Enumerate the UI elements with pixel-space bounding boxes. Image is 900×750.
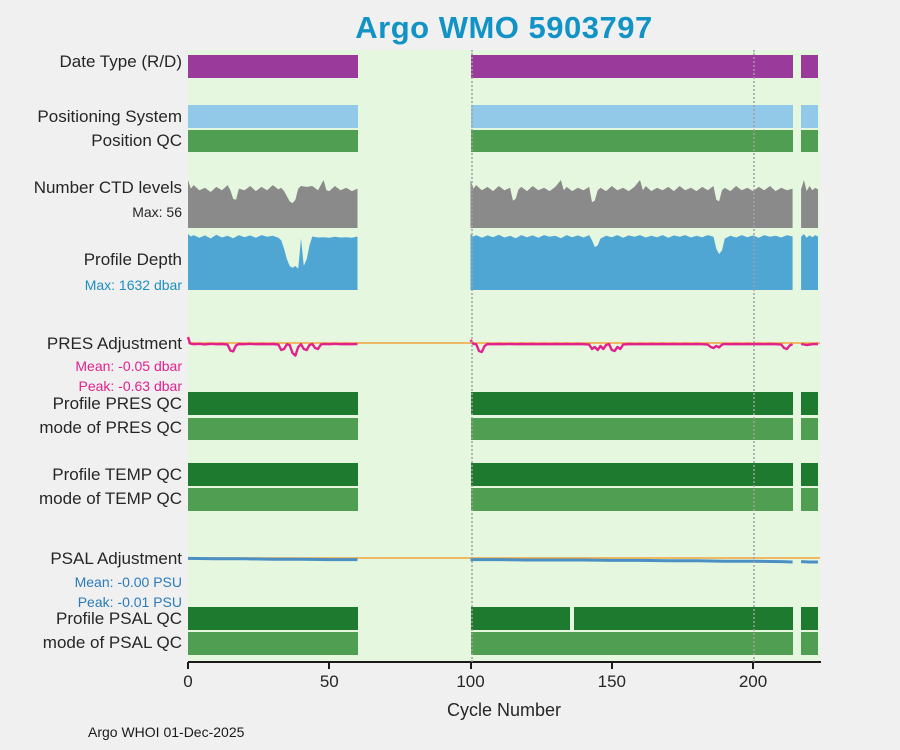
- row-psal-adjustment: [187, 538, 820, 578]
- strip-segment: [188, 488, 358, 511]
- label-positioning-system: Positioning System: [37, 107, 182, 126]
- strip-segment: [801, 392, 819, 415]
- bar-series: [188, 234, 818, 290]
- chart-title: Argo WMO 5903797: [355, 10, 653, 45]
- strip-segment: [801, 55, 819, 78]
- strip-segment: [188, 632, 358, 655]
- label-profile-psal-qc: Profile PSAL QC: [56, 609, 182, 628]
- footer-attribution: Argo WHOI 01-Dec-2025: [88, 724, 245, 740]
- row-ctd-levels: [188, 180, 820, 228]
- x-tick-mark: [752, 662, 754, 669]
- label-pres-mean: Mean: -0.05 dbar: [75, 358, 182, 374]
- row-date-type: [188, 55, 820, 78]
- strip-segment: [470, 632, 793, 655]
- strip-segment: [188, 607, 358, 630]
- x-tick-mark: [328, 662, 331, 669]
- strip-segment: [801, 632, 819, 655]
- strip-segment: [801, 130, 819, 152]
- label-depth-max: Max: 1632 dbar: [84, 277, 182, 293]
- label-profile-temp-qc: Profile TEMP QC: [52, 465, 182, 484]
- strip-segment: [188, 463, 358, 486]
- label-profile-pres-qc: Profile PRES QC: [52, 394, 182, 413]
- x-tick-label: 200: [738, 672, 768, 691]
- label-mode-temp-qc: mode of TEMP QC: [39, 489, 182, 508]
- x-tick-mark: [469, 662, 472, 669]
- label-position-qc: Position QC: [91, 131, 182, 150]
- label-psal-peak: Peak: -0.01 PSU: [77, 594, 182, 610]
- x-tick-label: 100: [456, 672, 485, 691]
- row-position-qc: [188, 130, 820, 152]
- line-series: [186, 336, 820, 357]
- strip-segment: [470, 607, 571, 630]
- gridline: [470, 50, 473, 662]
- strip-segment: [801, 418, 819, 440]
- label-mode-psal-qc: mode of PSAL QC: [42, 633, 182, 652]
- x-axis-label: Cycle Number: [446, 700, 562, 720]
- label-ctd-levels: Number CTD levels: [33, 178, 182, 197]
- strip-segment: [801, 105, 819, 128]
- line-series: [187, 556, 820, 564]
- x-axis-line: [188, 661, 821, 663]
- label-date-type: Date Type (R/D): [59, 52, 182, 71]
- strip-segment: [470, 488, 793, 511]
- strip-segment: [188, 392, 358, 415]
- label-profile-depth: Profile Depth: [83, 250, 182, 269]
- label-ctd-max: Max: 56: [132, 204, 182, 220]
- strip-segment: [188, 418, 358, 440]
- x-tick-mark: [610, 662, 613, 669]
- row-mode-psal-qc: [188, 632, 820, 655]
- row-mode-temp-qc: [188, 488, 820, 511]
- strip-segment: [188, 130, 358, 152]
- strip-segment: [470, 55, 793, 78]
- strip-segment: [470, 463, 793, 486]
- x-tick-label: 0: [183, 672, 193, 691]
- label-mode-pres-qc: mode of PRES QC: [39, 418, 182, 437]
- gridline: [753, 50, 755, 662]
- row-pres-adjustment: [186, 323, 820, 363]
- label-pres-peak: Peak: -0.63 dbar: [78, 378, 182, 394]
- strip-segment: [470, 392, 793, 415]
- strip-segment: [801, 488, 819, 511]
- x-axis-ticks: 0 50 100 150 200: [0, 662, 900, 704]
- label-pres-adjustment: PRES Adjustment: [46, 334, 182, 353]
- row-profile-depth: [188, 234, 820, 290]
- label-psal-mean: Mean: -0.00 PSU: [74, 574, 182, 590]
- row-positioning-system: [188, 105, 820, 128]
- plot-area: [186, 50, 820, 662]
- strip-segment: [188, 105, 358, 128]
- strip-segment: [470, 418, 793, 440]
- bar-series: [188, 180, 818, 228]
- strip-segment: [470, 130, 793, 152]
- label-psal-adjustment: PSAL Adjustment: [50, 549, 182, 568]
- x-tick-label: 50: [319, 672, 339, 691]
- strip-segment: [470, 105, 793, 128]
- row-profile-psal-qc: [188, 607, 820, 630]
- row-profile-pres-qc: [188, 392, 820, 415]
- strip-segment: [801, 607, 819, 630]
- strip-segment: [801, 463, 819, 486]
- strip-segment: [573, 607, 793, 630]
- row-mode-pres-qc: [188, 418, 820, 440]
- strip-segment: [188, 55, 358, 78]
- row-profile-temp-qc: [188, 463, 820, 486]
- x-tick-mark: [187, 662, 189, 669]
- x-tick-label: 150: [597, 672, 626, 691]
